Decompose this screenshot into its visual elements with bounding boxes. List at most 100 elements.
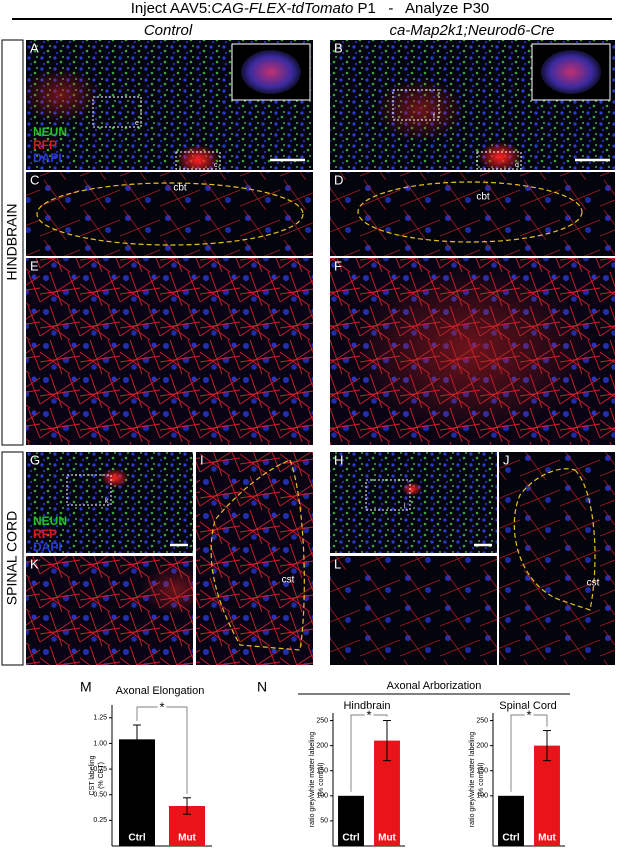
y-tick-label: 50 (320, 818, 328, 825)
signal-glow (478, 141, 522, 170)
inset-label: d (515, 162, 519, 169)
y-axis-label: (% control) (318, 763, 325, 797)
image-panel (499, 452, 615, 665)
y-tick-label: 0.25 (93, 817, 107, 824)
panel-label: F (334, 258, 342, 273)
region-label: cst (587, 578, 600, 589)
region-outline (513, 468, 596, 611)
row-title: SPINAL CORD (4, 511, 20, 605)
panel-image (330, 452, 497, 553)
panel-label: D (334, 172, 343, 187)
image-panel (330, 258, 615, 445)
inset-box (175, 151, 221, 170)
error-bar (543, 730, 551, 762)
region-outline (357, 181, 583, 243)
signal-glow (402, 482, 422, 496)
region-label: cbt (476, 192, 490, 203)
row-title: HINDBRAIN (4, 203, 20, 280)
y-axis-label: CST labeling (89, 755, 96, 795)
header-prefix: Inject AAV5: (131, 0, 212, 17)
category-label: Mut (378, 833, 396, 844)
image-panel (330, 452, 497, 553)
panel-image (26, 172, 313, 256)
signal-glow (176, 144, 220, 170)
y-tick-label: 0.50 (93, 792, 107, 799)
signal-glow (140, 565, 193, 615)
header-suffix: P1 - Analyze P30 (353, 0, 489, 17)
image-panel (330, 556, 497, 665)
y-tick-label: 150 (476, 768, 488, 775)
panel-image (330, 556, 497, 665)
panel-label: E (30, 258, 39, 273)
bar (338, 795, 364, 846)
significance-bracket (510, 714, 548, 792)
significance-mark: * (159, 699, 164, 714)
panel-label: I (200, 452, 204, 467)
y-tick-label: 100 (476, 793, 488, 800)
y-axis-label: (% CBT) (98, 762, 105, 789)
stain-legend: RFP (33, 527, 57, 541)
y-tick-label: 100 (316, 793, 328, 800)
column-title: Control (144, 22, 193, 39)
panel-image (26, 452, 193, 553)
chart-title: Axonal Elongation (116, 685, 205, 697)
y-tick-label: 200 (476, 742, 488, 749)
inset-label: f (433, 113, 435, 120)
inset-box (66, 474, 112, 506)
panel-label: B (334, 40, 343, 55)
panel-label: L (334, 556, 341, 571)
significance-mark: * (526, 707, 531, 722)
inset-label: c (214, 162, 218, 169)
header-construct: CAG-FLEX-tdTomato (211, 0, 353, 17)
region-outline (36, 182, 304, 246)
image-panel (196, 452, 313, 665)
overview-brain (541, 50, 601, 94)
signal-glow (375, 78, 465, 142)
image-panel (26, 172, 313, 256)
y-tick-label: 150 (316, 768, 328, 775)
panel-image (330, 172, 615, 256)
y-axis-label: ratio grey/white matter labeling (309, 732, 316, 827)
chart-title: Hindbrain (343, 700, 390, 712)
region-label: cst (282, 575, 295, 586)
chart-panel-label: M (80, 679, 92, 695)
panel-label: K (30, 556, 39, 571)
column-title: ca-Map2k1;Neurod6-Cre (389, 22, 554, 39)
stain-legend: NEUN (33, 514, 67, 528)
y-axis-label: (% control) (478, 763, 485, 797)
stain-legend: NEUN (33, 125, 67, 139)
y-tick-label: 0.75 (93, 766, 107, 773)
y-tick-label: 200 (316, 742, 328, 749)
panel-image (26, 258, 313, 445)
panel-image (196, 452, 313, 665)
stain-legend: DAPI (33, 540, 62, 554)
inset-box (365, 479, 411, 511)
region-outline (210, 459, 305, 651)
y-tick-label: 1.25 (93, 715, 107, 722)
inset-label: k (105, 498, 109, 505)
category-label: Ctrl (128, 833, 145, 844)
overview-brain (241, 50, 301, 94)
y-tick-label: 1.00 (93, 740, 107, 747)
region-label: cbt (173, 183, 187, 194)
y-tick-label: 250 (316, 717, 328, 724)
panel-label: C (30, 172, 39, 187)
error-bar (383, 720, 391, 762)
figure-header: Inject AAV5:CAG-FLEX-tdTomato P1 - Analy… (131, 0, 490, 17)
image-panel (26, 258, 313, 445)
significance-bracket (350, 714, 388, 792)
inset-box (92, 96, 142, 128)
bar (119, 739, 155, 846)
signal-glow (350, 266, 590, 434)
panel-label: A (30, 40, 39, 55)
inset-box (392, 89, 440, 121)
significance-bracket (136, 706, 188, 794)
significance-mark: * (366, 707, 371, 722)
bar (534, 745, 560, 846)
category-label: Mut (178, 833, 196, 844)
row-box (1, 451, 24, 666)
panel-label: G (30, 452, 40, 467)
row-box (1, 39, 24, 446)
